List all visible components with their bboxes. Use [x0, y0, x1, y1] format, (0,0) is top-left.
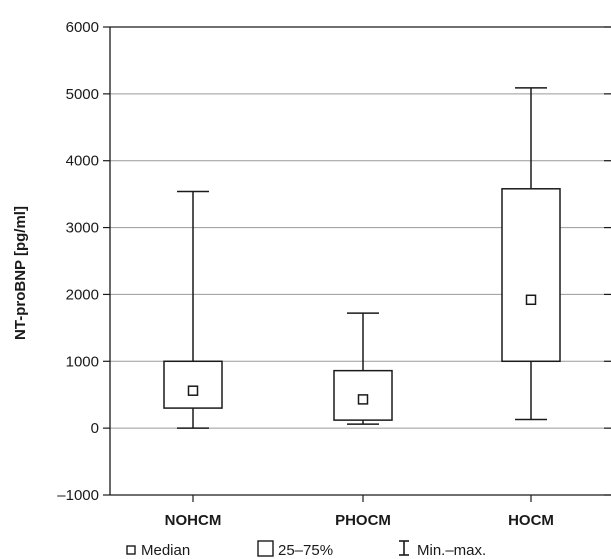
y-tick-label: 0	[91, 420, 99, 437]
y-tick-label: 5000	[66, 86, 99, 103]
y-tick-label: 6000	[66, 19, 99, 36]
iqr-box	[163, 360, 223, 409]
y-axis-title: NT-proBNP [pg/ml]	[12, 206, 29, 340]
x-category-label: PHOCM	[335, 512, 391, 529]
y-tick-label: 3000	[66, 220, 99, 237]
legend-minmax-label: Min.–max.	[417, 542, 486, 559]
y-tick-label: –1000	[57, 487, 99, 504]
boxes	[163, 87, 561, 429]
median-marker	[525, 294, 537, 306]
x-category-labels: NOHCM PHOCM HOCM	[165, 512, 554, 529]
y-tick-label: 1000	[66, 353, 99, 370]
median-marker	[187, 385, 199, 396]
legend-iqr-swatch	[257, 540, 274, 557]
y-tick-labels: –1000 0 1000 2000 3000 4000 5000 6000	[57, 19, 99, 504]
legend-median-swatch	[126, 545, 136, 555]
legend-minmax-swatch	[399, 540, 409, 556]
box-phocm	[333, 312, 393, 425]
axes	[103, 26, 611, 502]
box-nohcm	[163, 190, 223, 429]
legend-iqr-label: 25–75%	[278, 542, 333, 559]
legend: Median 25–75% Min.–max.	[126, 540, 486, 559]
y-tick-label: 2000	[66, 286, 99, 303]
median-marker	[357, 394, 369, 405]
legend-median-label: Median	[141, 542, 190, 559]
x-category-label: NOHCM	[165, 512, 222, 529]
box-hocm	[501, 87, 561, 421]
y-tick-label: 4000	[66, 153, 99, 170]
x-category-label: HOCM	[508, 512, 554, 529]
iqr-box	[501, 188, 561, 363]
